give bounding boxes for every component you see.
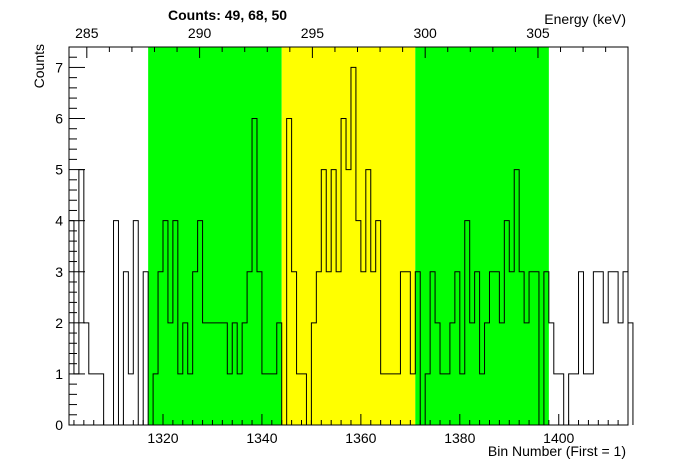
y-tick-label: 2 — [55, 315, 63, 331]
region-band-2 — [415, 47, 549, 425]
energy-tick-label: 290 — [188, 25, 212, 41]
y-tick-label: 7 — [55, 59, 63, 75]
y-tick-label: 5 — [55, 162, 63, 178]
region-bands — [148, 47, 549, 425]
y-tick-label: 3 — [55, 264, 63, 280]
y-tick-label: 4 — [55, 213, 63, 229]
x-tick-label: 1320 — [147, 430, 178, 446]
energy-tick-label: 305 — [526, 25, 550, 41]
histogram-step-line — [68, 66, 634, 426]
y-axis-title: Counts — [31, 44, 47, 88]
x-tick-label: 1380 — [444, 430, 475, 446]
x-tick-label: 1400 — [543, 430, 574, 446]
x-tick-label: 1340 — [246, 430, 277, 446]
energy-tick-label: 295 — [301, 25, 325, 41]
x-tick-label: 1360 — [345, 430, 376, 446]
plot-frame — [68, 46, 629, 426]
energy-axis-title: Energy (keV) — [544, 11, 626, 27]
counts-title: Counts: 49, 68, 50 — [168, 7, 287, 23]
energy-tick-label: 300 — [413, 25, 437, 41]
histogram-layer — [68, 66, 634, 426]
region-band-1 — [281, 47, 416, 425]
axis-ticks — [69, 46, 629, 426]
axis-labels: 1320 1340 1360 1380 1400 0 1 2 3 4 5 6 7 285 290 295 300… — [55, 25, 574, 446]
region-band-0 — [148, 47, 282, 425]
y-tick-label: 6 — [55, 111, 63, 127]
y-tick-label: 0 — [55, 417, 63, 433]
y-tick-label: 1 — [55, 366, 63, 382]
energy-tick-label: 285 — [75, 25, 99, 41]
x-axis-title: Bin Number (First = 1) — [488, 443, 626, 459]
